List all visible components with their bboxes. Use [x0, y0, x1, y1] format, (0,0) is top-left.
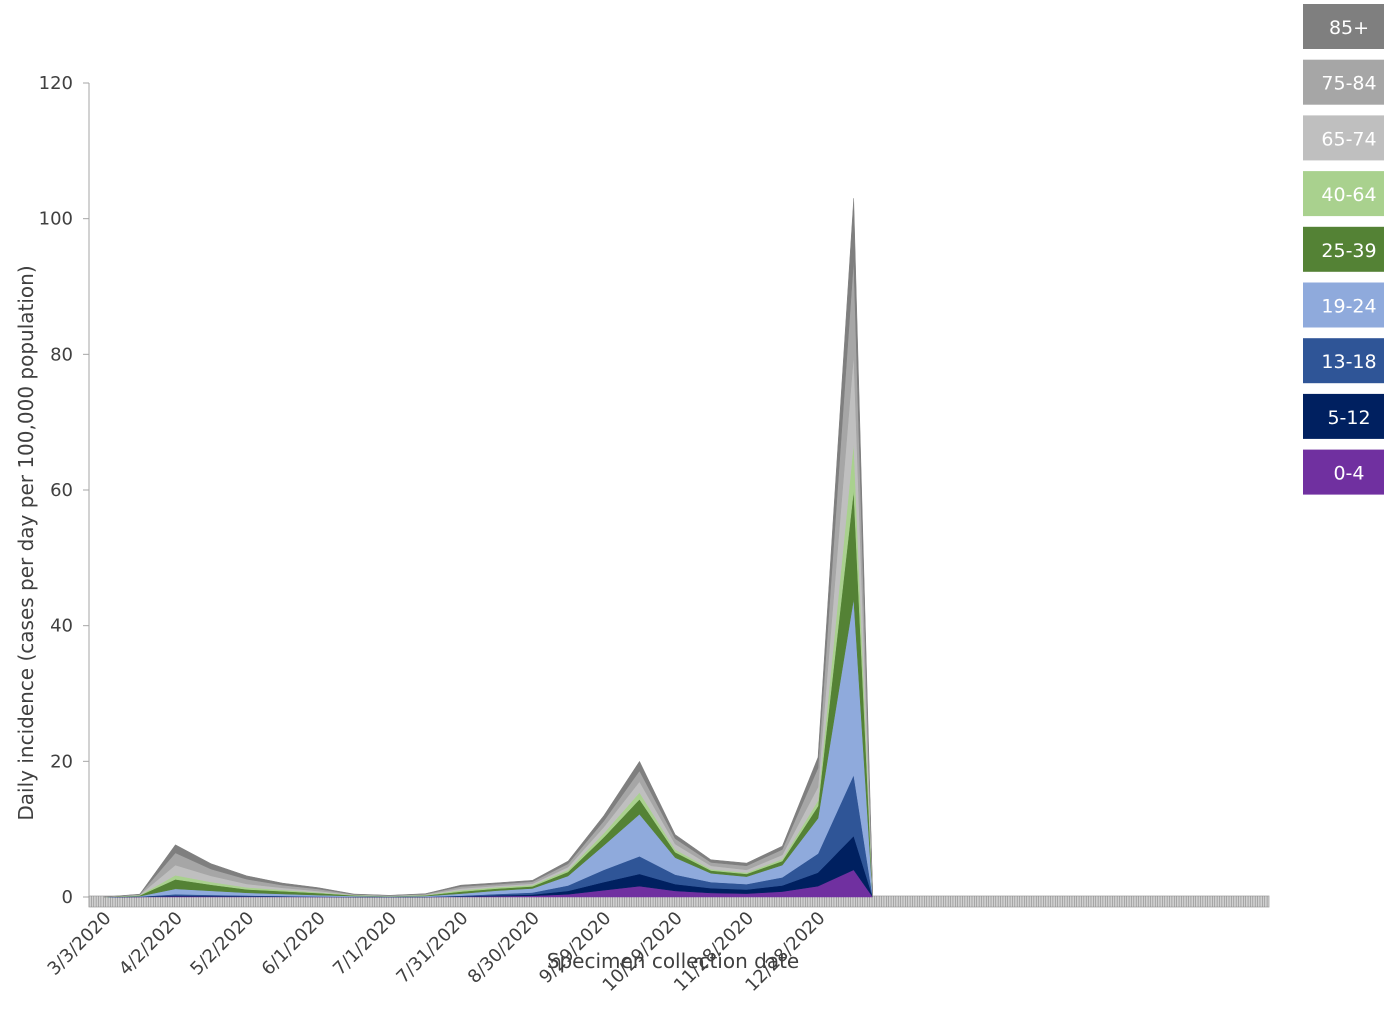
legend-swatch	[1303, 59, 1384, 105]
x-tick-label: 4/2/2020	[115, 908, 187, 980]
x-day-ticks	[88, 896, 1268, 907]
legend-label: 0-4	[1333, 463, 1364, 485]
legend-swatch	[1303, 226, 1384, 272]
legend-item-85+: 85+	[1303, 4, 1384, 49]
area-series-85+	[103, 198, 873, 898]
y-tick-label: 100	[39, 209, 73, 230]
x-tick-label: 5/2/2020	[186, 908, 258, 980]
area-series-25-39	[103, 489, 873, 898]
y-tick-label: 120	[39, 73, 73, 94]
x-tick-label: 3/3/2020	[44, 908, 116, 980]
legend-label: 5-12	[1327, 407, 1370, 429]
legend-label: 40-64	[1321, 184, 1376, 206]
y-axis: 0 20 40 60 80 100 120	[39, 73, 90, 908]
x-axis: 3/3/2020 4/2/2020 5/2/2020 6/1/2020 7/1/2020…	[44, 895, 1270, 996]
legend-swatch	[1303, 282, 1384, 328]
x-tick-label: 7/1/2020	[329, 908, 401, 980]
legend-label: 25-39	[1321, 240, 1376, 262]
area-series-19-24	[103, 598, 873, 898]
y-tick-label: 80	[50, 344, 73, 365]
area-series-40-64	[103, 442, 873, 898]
legend-swatch	[1303, 449, 1384, 495]
x-axis-title: Specimen collection date	[547, 949, 799, 973]
legend-item-25-39: 25-39	[1303, 226, 1384, 272]
legend-label: 65-74	[1321, 128, 1376, 150]
legend-label: 75-84	[1321, 73, 1376, 95]
legend-item-40-64: 40-64	[1303, 171, 1384, 217]
legend: 85+ 75-84 65-74 40-64 25-39 19-24 13-18 5-12 0-4	[1303, 4, 1384, 495]
legend-swatch	[1303, 338, 1384, 384]
legend-item-5-12: 5-12	[1303, 393, 1384, 439]
legend-item-19-24: 19-24	[1303, 282, 1384, 328]
legend-swatch	[1303, 4, 1384, 49]
legend-label: 85+	[1329, 17, 1369, 39]
y-axis-title: Daily incidence (cases per day per 100,0…	[14, 265, 38, 820]
y-tick-label: 0	[62, 887, 73, 908]
legend-item-75-84: 75-84	[1303, 59, 1384, 105]
legend-item-13-18: 13-18	[1303, 338, 1384, 384]
x-tick-label: 8/30/2020	[464, 908, 544, 988]
y-tick-label: 60	[50, 480, 73, 501]
legend-item-0-4: 0-4	[1303, 449, 1384, 495]
area-series-65-74	[103, 354, 873, 898]
x-tick-label: 7/31/2020	[392, 908, 472, 988]
legend-label: 13-18	[1321, 351, 1376, 373]
y-tick-label: 40	[50, 616, 73, 637]
y-tick-label: 20	[50, 751, 73, 772]
legend-item-65-74: 65-74	[1303, 115, 1384, 161]
series-areas	[103, 198, 873, 898]
legend-swatch	[1303, 393, 1384, 439]
legend-label: 19-24	[1321, 296, 1376, 318]
area-series-75-84	[103, 259, 873, 898]
legend-swatch	[1303, 171, 1384, 217]
legend-swatch	[1303, 115, 1384, 161]
x-tick-label: 6/1/2020	[258, 908, 330, 980]
